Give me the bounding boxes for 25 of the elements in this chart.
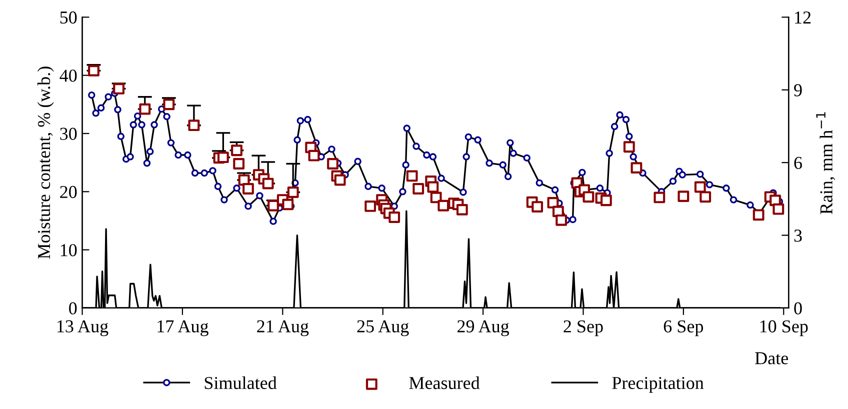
y-tick-label: 30 [60, 128, 77, 140]
y-axis-title: Moisture content, % (w.b.) [37, 66, 54, 259]
y-tick-label: 10 [60, 244, 77, 256]
x-tick-label: 10 Sep [760, 320, 808, 336]
y2-tick-label: 0 [794, 302, 802, 314]
x-tick-label: 29 Aug [458, 320, 510, 336]
x-tick-label: 25 Aug [357, 320, 409, 336]
x-tick-label: 13 Aug [58, 320, 108, 336]
legend-label: Precipitation [612, 376, 704, 393]
legend-label: Simulated [204, 376, 277, 390]
x-tick-label: 6 Sep [664, 320, 704, 336]
legend-label: Measured [409, 376, 480, 390]
x-axis-title: Date [755, 352, 788, 364]
y2-tick-label: 3 [794, 230, 802, 242]
y2-tick-label: 9 [794, 84, 802, 96]
x-tick-label: 2 Sep [564, 320, 603, 336]
y2-axis-title: Rain, mm h$^{−1}$ [816, 112, 836, 214]
x-tick-label: 21 Aug [257, 320, 309, 336]
y2-tick-label: 6 [794, 156, 802, 170]
y2-tick-label: 12 [795, 11, 811, 24]
y-tick-label: 40 [60, 70, 77, 82]
y-tick-label: 20 [60, 186, 77, 198]
y-tick-label: 50 [60, 11, 77, 24]
y-tick-label: 0 [69, 302, 77, 314]
x-tick-label: 17 Aug [158, 320, 208, 336]
